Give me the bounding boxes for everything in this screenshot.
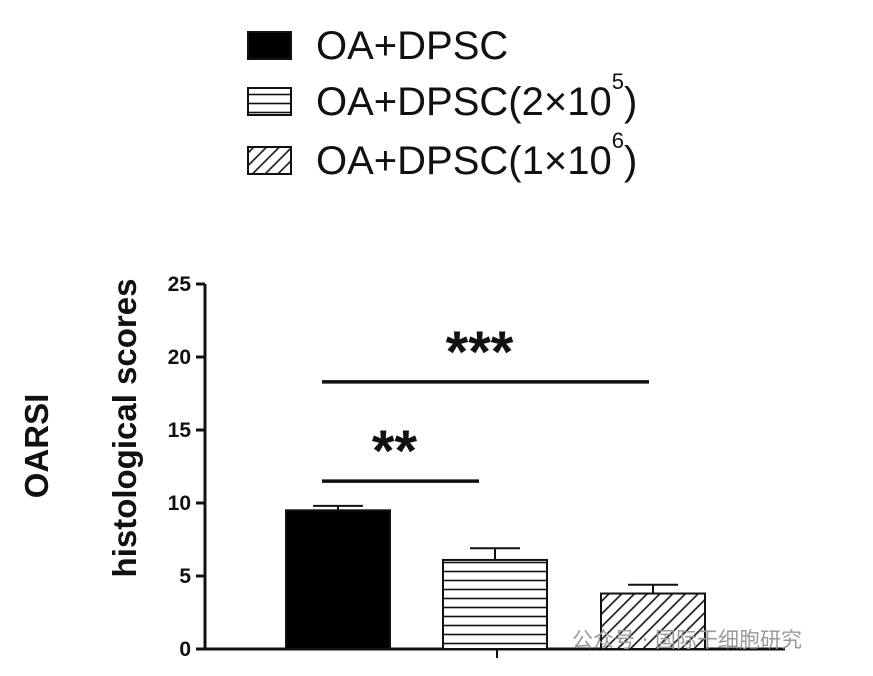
y-tick-label: 5 [179,565,191,588]
legend-swatch [247,87,292,116]
y-axis-label-line2: histological scores [106,279,143,578]
significance-brackets: ***** [322,320,649,484]
bars [285,504,706,651]
legend-close-paren: ) [624,80,637,124]
y-tick-label: 0 [179,638,191,661]
legend-swatch [247,31,292,60]
legend-exponent: 6 [612,128,624,153]
legend-label: OA+DPSC(1×106) [316,128,637,183]
significance-label: ** [372,419,418,484]
legend-label: OA+DPSC(2×105) [316,69,637,124]
legend-label: OA+DPSC [316,24,508,68]
legend-swatch [247,146,292,175]
y-tick-label: 10 [168,492,191,515]
bar [285,509,391,650]
y-tick-label: 15 [168,419,192,442]
y-axis-label-line1: OARSI [18,394,55,499]
significance-label: *** [446,320,514,385]
y-axis-label: OARSI histological scores [18,279,143,578]
y-tick-label: 25 [168,273,192,296]
bar [600,592,706,651]
legend-exponent: 5 [612,69,624,94]
legend-close-paren: ) [624,139,637,183]
watermark: 公众号 · 国际干细胞研究 [572,628,802,652]
bar [442,558,548,650]
y-tick-label: 20 [168,346,191,369]
